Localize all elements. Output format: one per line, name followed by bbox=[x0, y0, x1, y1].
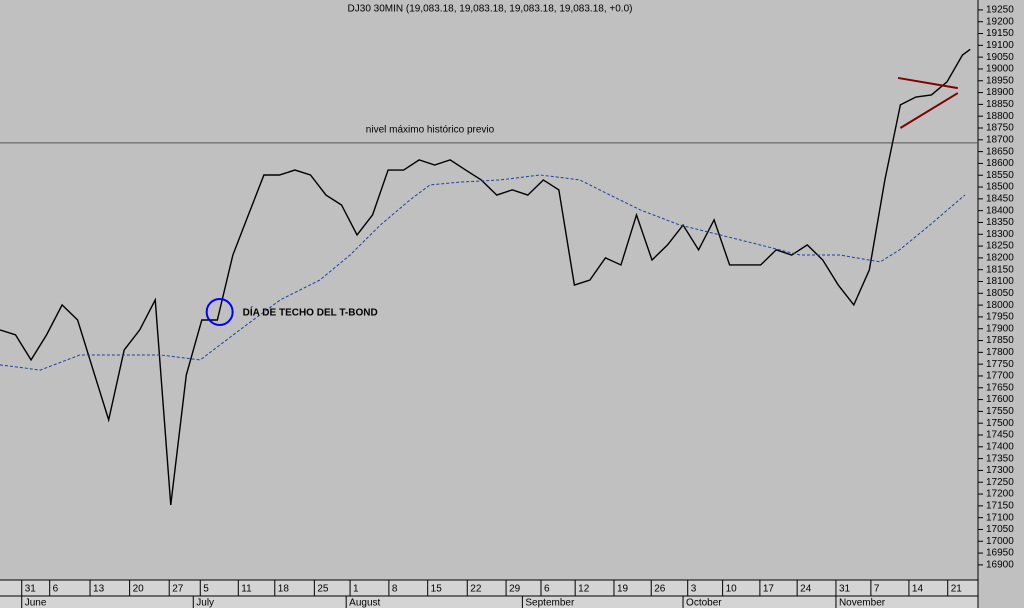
month-label: June bbox=[25, 598, 47, 608]
x-tick-label: 20 bbox=[133, 584, 145, 595]
month-label: September bbox=[525, 598, 575, 608]
y-tick-label: 18550 bbox=[986, 170, 1014, 181]
month-label: November bbox=[839, 598, 886, 608]
y-tick-label: 18650 bbox=[986, 146, 1014, 157]
y-tick-label: 17650 bbox=[986, 382, 1014, 393]
y-tick-label: 18300 bbox=[986, 229, 1014, 240]
y-tick-label: 18750 bbox=[986, 123, 1014, 134]
y-tick-label: 17900 bbox=[986, 323, 1014, 334]
y-tick-label: 17350 bbox=[986, 453, 1014, 464]
y-tick-label: 17600 bbox=[986, 394, 1014, 405]
y-tick-label: 17550 bbox=[986, 406, 1014, 417]
y-tick-label: 17750 bbox=[986, 359, 1014, 370]
x-tick-label: 1 bbox=[353, 584, 359, 595]
x-tick-label: 14 bbox=[912, 584, 924, 595]
x-tick-label: 6 bbox=[544, 584, 550, 595]
x-tick-label: 13 bbox=[93, 584, 105, 595]
x-tick-label: 3 bbox=[691, 584, 697, 595]
y-tick-label: 17950 bbox=[986, 312, 1014, 323]
y-tick-label: 17400 bbox=[986, 441, 1014, 452]
x-tick-label: 29 bbox=[509, 584, 521, 595]
y-tick-label: 17850 bbox=[986, 335, 1014, 346]
y-tick-label: 18600 bbox=[986, 158, 1014, 169]
month-label: October bbox=[686, 598, 722, 608]
x-tick-label: 6 bbox=[53, 584, 59, 595]
y-tick-label: 17800 bbox=[986, 347, 1014, 358]
y-tick-label: 18100 bbox=[986, 276, 1014, 287]
x-tick-label: 8 bbox=[392, 584, 398, 595]
x-tick-label: 10 bbox=[726, 584, 738, 595]
trend-line bbox=[899, 92, 959, 129]
marker-circle bbox=[205, 297, 234, 326]
x-tick-label: 26 bbox=[654, 584, 666, 595]
y-tick-label: 18350 bbox=[986, 217, 1014, 228]
x-tick-label: 5 bbox=[203, 584, 209, 595]
y-tick-label: 17150 bbox=[986, 500, 1014, 511]
y-tick-label: 18250 bbox=[986, 241, 1014, 252]
y-tick-label: 17300 bbox=[986, 465, 1014, 476]
reference-label: nivel máximo histórico previo bbox=[366, 125, 495, 136]
price-line bbox=[0, 48, 971, 505]
x-tick-label: 31 bbox=[839, 584, 851, 595]
x-tick-label: 12 bbox=[578, 584, 590, 595]
chart-title: DJ30 30MIN (19,083.18, 19,083.18, 19,083… bbox=[348, 4, 633, 15]
y-tick-label: 17700 bbox=[986, 371, 1014, 382]
x-tick-label: 21 bbox=[951, 584, 963, 595]
y-tick-label: 18900 bbox=[986, 87, 1014, 98]
y-tick-label: 17250 bbox=[986, 477, 1014, 488]
y-tick-label: 17100 bbox=[986, 512, 1014, 523]
month-label: July bbox=[196, 598, 214, 608]
x-tick-label: 22 bbox=[470, 584, 482, 595]
y-tick-label: 18450 bbox=[986, 193, 1014, 204]
x-tick-label: 17 bbox=[763, 584, 775, 595]
y-tick-label: 16950 bbox=[986, 548, 1014, 559]
y-tick-label: 16900 bbox=[986, 560, 1014, 571]
y-tick-label: 18500 bbox=[986, 182, 1014, 193]
month-label: August bbox=[349, 598, 380, 608]
x-tick-label: 31 bbox=[25, 584, 37, 595]
trend-line bbox=[897, 76, 958, 90]
y-tick-label: 19000 bbox=[986, 64, 1014, 75]
y-tick-label: 17000 bbox=[986, 536, 1014, 547]
y-tick-label: 17450 bbox=[986, 430, 1014, 441]
y-tick-label: 18800 bbox=[986, 111, 1014, 122]
y-tick-label: 18200 bbox=[986, 253, 1014, 264]
x-tick-label: 11 bbox=[241, 584, 252, 595]
y-tick-label: 18950 bbox=[986, 75, 1014, 86]
y-tick-label: 19250 bbox=[986, 5, 1014, 16]
y-tick-label: 17500 bbox=[986, 418, 1014, 429]
y-tick-label: 19100 bbox=[986, 40, 1014, 51]
y-tick-label: 18150 bbox=[986, 264, 1014, 275]
y-tick-label: 18400 bbox=[986, 205, 1014, 216]
x-tick-label: 15 bbox=[431, 584, 443, 595]
x-tick-label: 27 bbox=[172, 584, 184, 595]
y-tick-label: 17050 bbox=[986, 524, 1014, 535]
x-tick-label: 18 bbox=[278, 584, 290, 595]
y-tick-label: 18850 bbox=[986, 99, 1014, 110]
x-tick-label: 19 bbox=[617, 584, 629, 595]
x-tick-label: 24 bbox=[800, 584, 812, 595]
y-tick-label: 17200 bbox=[986, 489, 1014, 500]
x-tick-label: 25 bbox=[317, 584, 329, 595]
y-tick-label: 19150 bbox=[986, 28, 1014, 39]
y-tick-label: 19050 bbox=[986, 52, 1014, 63]
y-tick-label: 18050 bbox=[986, 288, 1014, 299]
x-tick-label: 7 bbox=[874, 584, 880, 595]
y-tick-label: 18000 bbox=[986, 300, 1014, 311]
x-axis-strip bbox=[0, 580, 978, 608]
marker-label: DÍA DE TECHO DEL T-BOND bbox=[243, 306, 378, 319]
y-tick-label: 18700 bbox=[986, 134, 1014, 145]
y-tick-label: 19200 bbox=[986, 16, 1014, 27]
